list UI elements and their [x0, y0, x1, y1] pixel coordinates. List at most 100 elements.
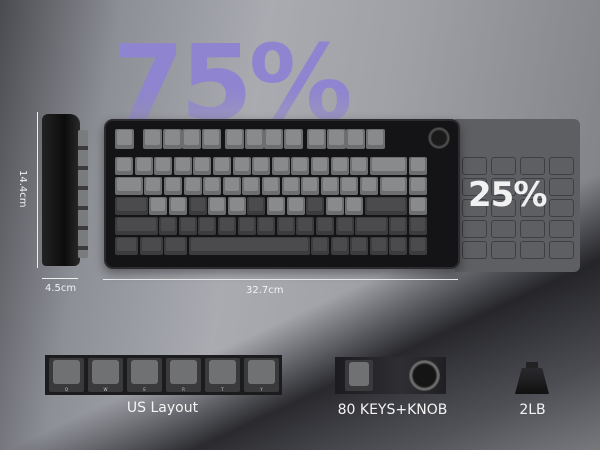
keys-knob-label: 80 KEYS+KNOB — [337, 402, 448, 418]
keycap-legend: R — [182, 387, 185, 392]
keycap — [242, 177, 261, 195]
keycap — [115, 217, 158, 235]
height-dimension-label: 14.4cm — [17, 170, 28, 208]
keycap-t: T — [205, 358, 240, 392]
numpad-key-outline — [462, 199, 487, 217]
keycap — [306, 197, 325, 215]
keycap — [335, 217, 354, 235]
keycap-legend: Y — [260, 387, 263, 392]
keycap — [227, 197, 246, 215]
keycap — [389, 237, 408, 255]
keycap — [115, 129, 134, 149]
keycap-y: Y — [244, 358, 279, 392]
keycap — [115, 157, 134, 175]
keycap — [320, 177, 339, 195]
numpad-key-outline — [549, 178, 574, 196]
keycap — [162, 129, 182, 149]
keycap — [409, 217, 428, 235]
keycap — [350, 157, 369, 175]
keycap — [225, 129, 244, 149]
keycap — [198, 217, 217, 235]
volume-knob — [428, 127, 450, 149]
side-view-keycaps — [78, 130, 88, 258]
numpad-key-outline — [462, 178, 487, 196]
width-dimension-label: 32.7cm — [246, 285, 284, 296]
keycap — [311, 157, 330, 175]
keycap — [326, 129, 346, 149]
height-dimension-line — [37, 112, 38, 268]
keycap — [188, 237, 310, 255]
numpad-key-outline — [520, 157, 545, 175]
numpad-key-outline — [491, 157, 516, 175]
keycap — [369, 237, 388, 255]
keycap — [409, 237, 428, 255]
keycap — [340, 177, 359, 195]
keycap-legend: T — [221, 387, 224, 392]
keycap — [203, 177, 222, 195]
esc-key-knob-icon — [335, 357, 446, 394]
keycap — [266, 197, 285, 215]
keycap — [159, 217, 178, 235]
keycap-w: W — [88, 358, 123, 392]
keycap — [307, 129, 326, 149]
numpad-key-outline — [520, 220, 545, 238]
keycap — [281, 177, 300, 195]
keycap — [345, 197, 364, 215]
numpad-key-outline — [549, 241, 574, 259]
keycap — [252, 157, 271, 175]
keycap — [315, 217, 334, 235]
keycap — [193, 157, 212, 175]
numpad-key-outline — [462, 241, 487, 259]
numpad-key-outline — [462, 220, 487, 238]
keycap — [182, 129, 202, 149]
numpad-key-outline — [520, 199, 545, 217]
keycap — [237, 217, 256, 235]
keycap — [355, 217, 388, 235]
keycap — [296, 217, 315, 235]
keycap — [149, 197, 168, 215]
keycap — [364, 197, 408, 215]
keycap — [389, 217, 408, 235]
numpad-key-outline — [462, 157, 487, 175]
keycap — [409, 157, 428, 175]
keycap — [409, 177, 428, 195]
us-layout-label: US Layout — [126, 400, 199, 416]
width-dimension-line — [103, 279, 458, 280]
keycap — [264, 129, 284, 149]
keycap — [346, 129, 366, 149]
keycap — [139, 237, 163, 255]
keycap — [244, 129, 264, 149]
keycap — [330, 157, 349, 175]
keycap — [360, 177, 379, 195]
keycap — [283, 129, 303, 149]
keycap — [330, 237, 349, 255]
keycap-legend: E — [143, 387, 146, 392]
keyboard-side-view — [42, 114, 80, 266]
keycap — [144, 177, 163, 195]
keycap — [115, 197, 148, 215]
keycap — [173, 157, 192, 175]
keycap-legend: W — [103, 387, 108, 392]
keycap — [213, 157, 232, 175]
keycap — [311, 237, 330, 255]
keycap — [232, 157, 251, 175]
keycap — [164, 177, 183, 195]
numpad-key-outline — [549, 220, 574, 238]
keycap — [168, 197, 187, 215]
keycap — [257, 217, 276, 235]
numpad-key-outline — [491, 241, 516, 259]
keycap — [178, 217, 197, 235]
keycap — [379, 177, 408, 195]
keycap — [115, 237, 138, 255]
numpad-key-outline — [520, 178, 545, 196]
keycap — [247, 197, 266, 215]
depth-dimension-line — [42, 278, 78, 279]
keycap-q: Q — [49, 358, 84, 392]
keycap-r: R — [166, 358, 201, 392]
keycap — [276, 217, 295, 235]
depth-dimension-label: 4.5cm — [45, 283, 77, 294]
numpad-key-outline — [491, 178, 516, 196]
keycap — [291, 157, 310, 175]
numpad-key-outline — [491, 199, 516, 217]
keycap — [208, 197, 227, 215]
